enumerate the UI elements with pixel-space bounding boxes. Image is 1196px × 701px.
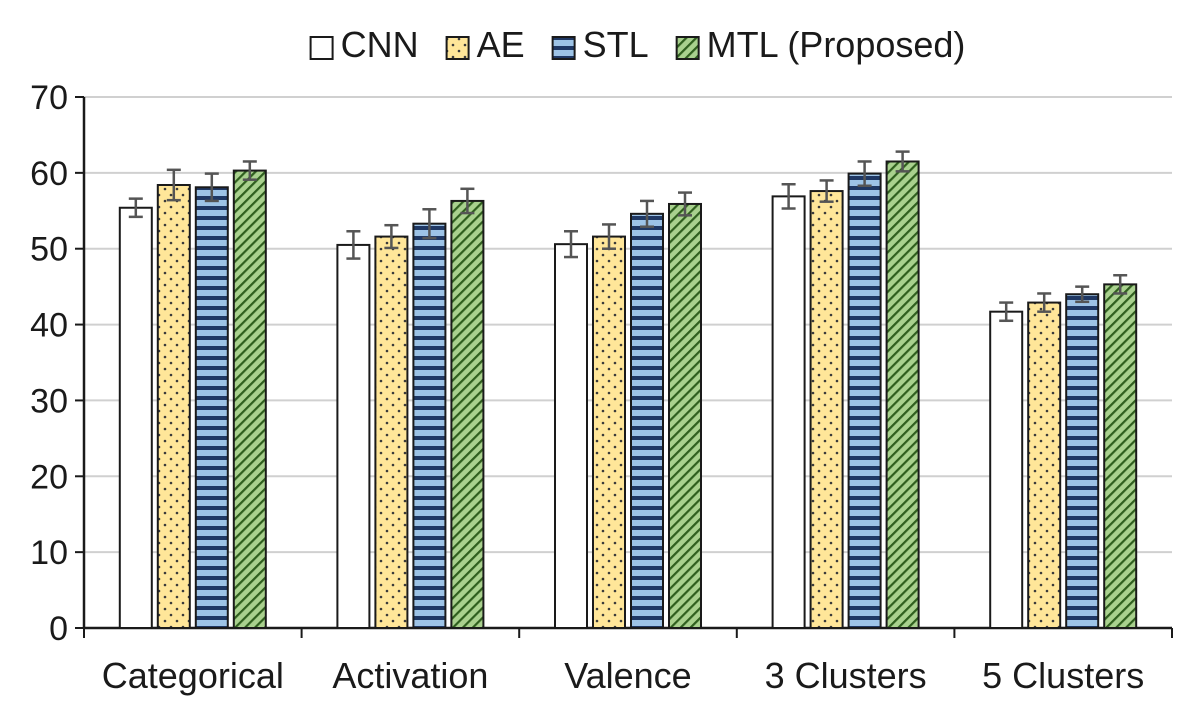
x-tick-label: Activation [332,655,488,696]
bar-mtl-proposed-5-clusters [1103,283,1138,629]
legend-label: MTL (Proposed) [707,24,966,65]
bar-ae-3-clusters [809,190,844,629]
bar-cnn-valence [554,243,588,629]
bar-stl-3-clusters [847,172,882,629]
legend-label: CNN [341,24,419,65]
y-tick-label: 10 [30,534,68,572]
y-tick-label: 50 [30,231,68,269]
bar-cnn-categorical [118,206,153,629]
x-tick-label: Valence [564,655,691,696]
y-tick-label: 30 [30,382,68,420]
bar-cnn-activation [336,243,371,630]
bar-stl-categorical [194,186,229,630]
bar-stl-valence [630,212,664,629]
bar-mtl-proposed-3-clusters [885,160,920,629]
legend-swatch [551,36,576,60]
bar-stl-5-clusters [1065,293,1100,629]
bar-stl-activation [412,222,447,629]
bar-ae-5-clusters [1027,301,1062,629]
bar-ae-activation [374,235,409,629]
legend-swatch [675,36,700,60]
legend-label: STL [583,24,649,65]
bar-ae-valence [592,235,626,629]
x-tick-label: 3 Clusters [765,655,927,696]
y-tick-label: 70 [30,79,68,117]
y-tick-label: 40 [30,307,68,345]
y-tick-label: 60 [30,155,68,193]
bar-ae-categorical [156,183,191,629]
bar-mtl-proposed-categorical [232,169,267,629]
legend-swatch [309,36,334,60]
y-tick-label: 20 [30,458,68,496]
bar-mtl-proposed-valence [668,202,702,630]
legend-label: AE [477,24,525,65]
y-tick-label: 0 [49,610,68,648]
x-tick-label: 5 Clusters [982,655,1144,696]
bar-cnn-3-clusters [771,195,806,629]
legend-swatch [445,36,470,60]
bar-mtl-proposed-activation [450,199,485,629]
bar-cnn-5-clusters [989,310,1024,629]
x-tick-label: Categorical [102,655,284,696]
